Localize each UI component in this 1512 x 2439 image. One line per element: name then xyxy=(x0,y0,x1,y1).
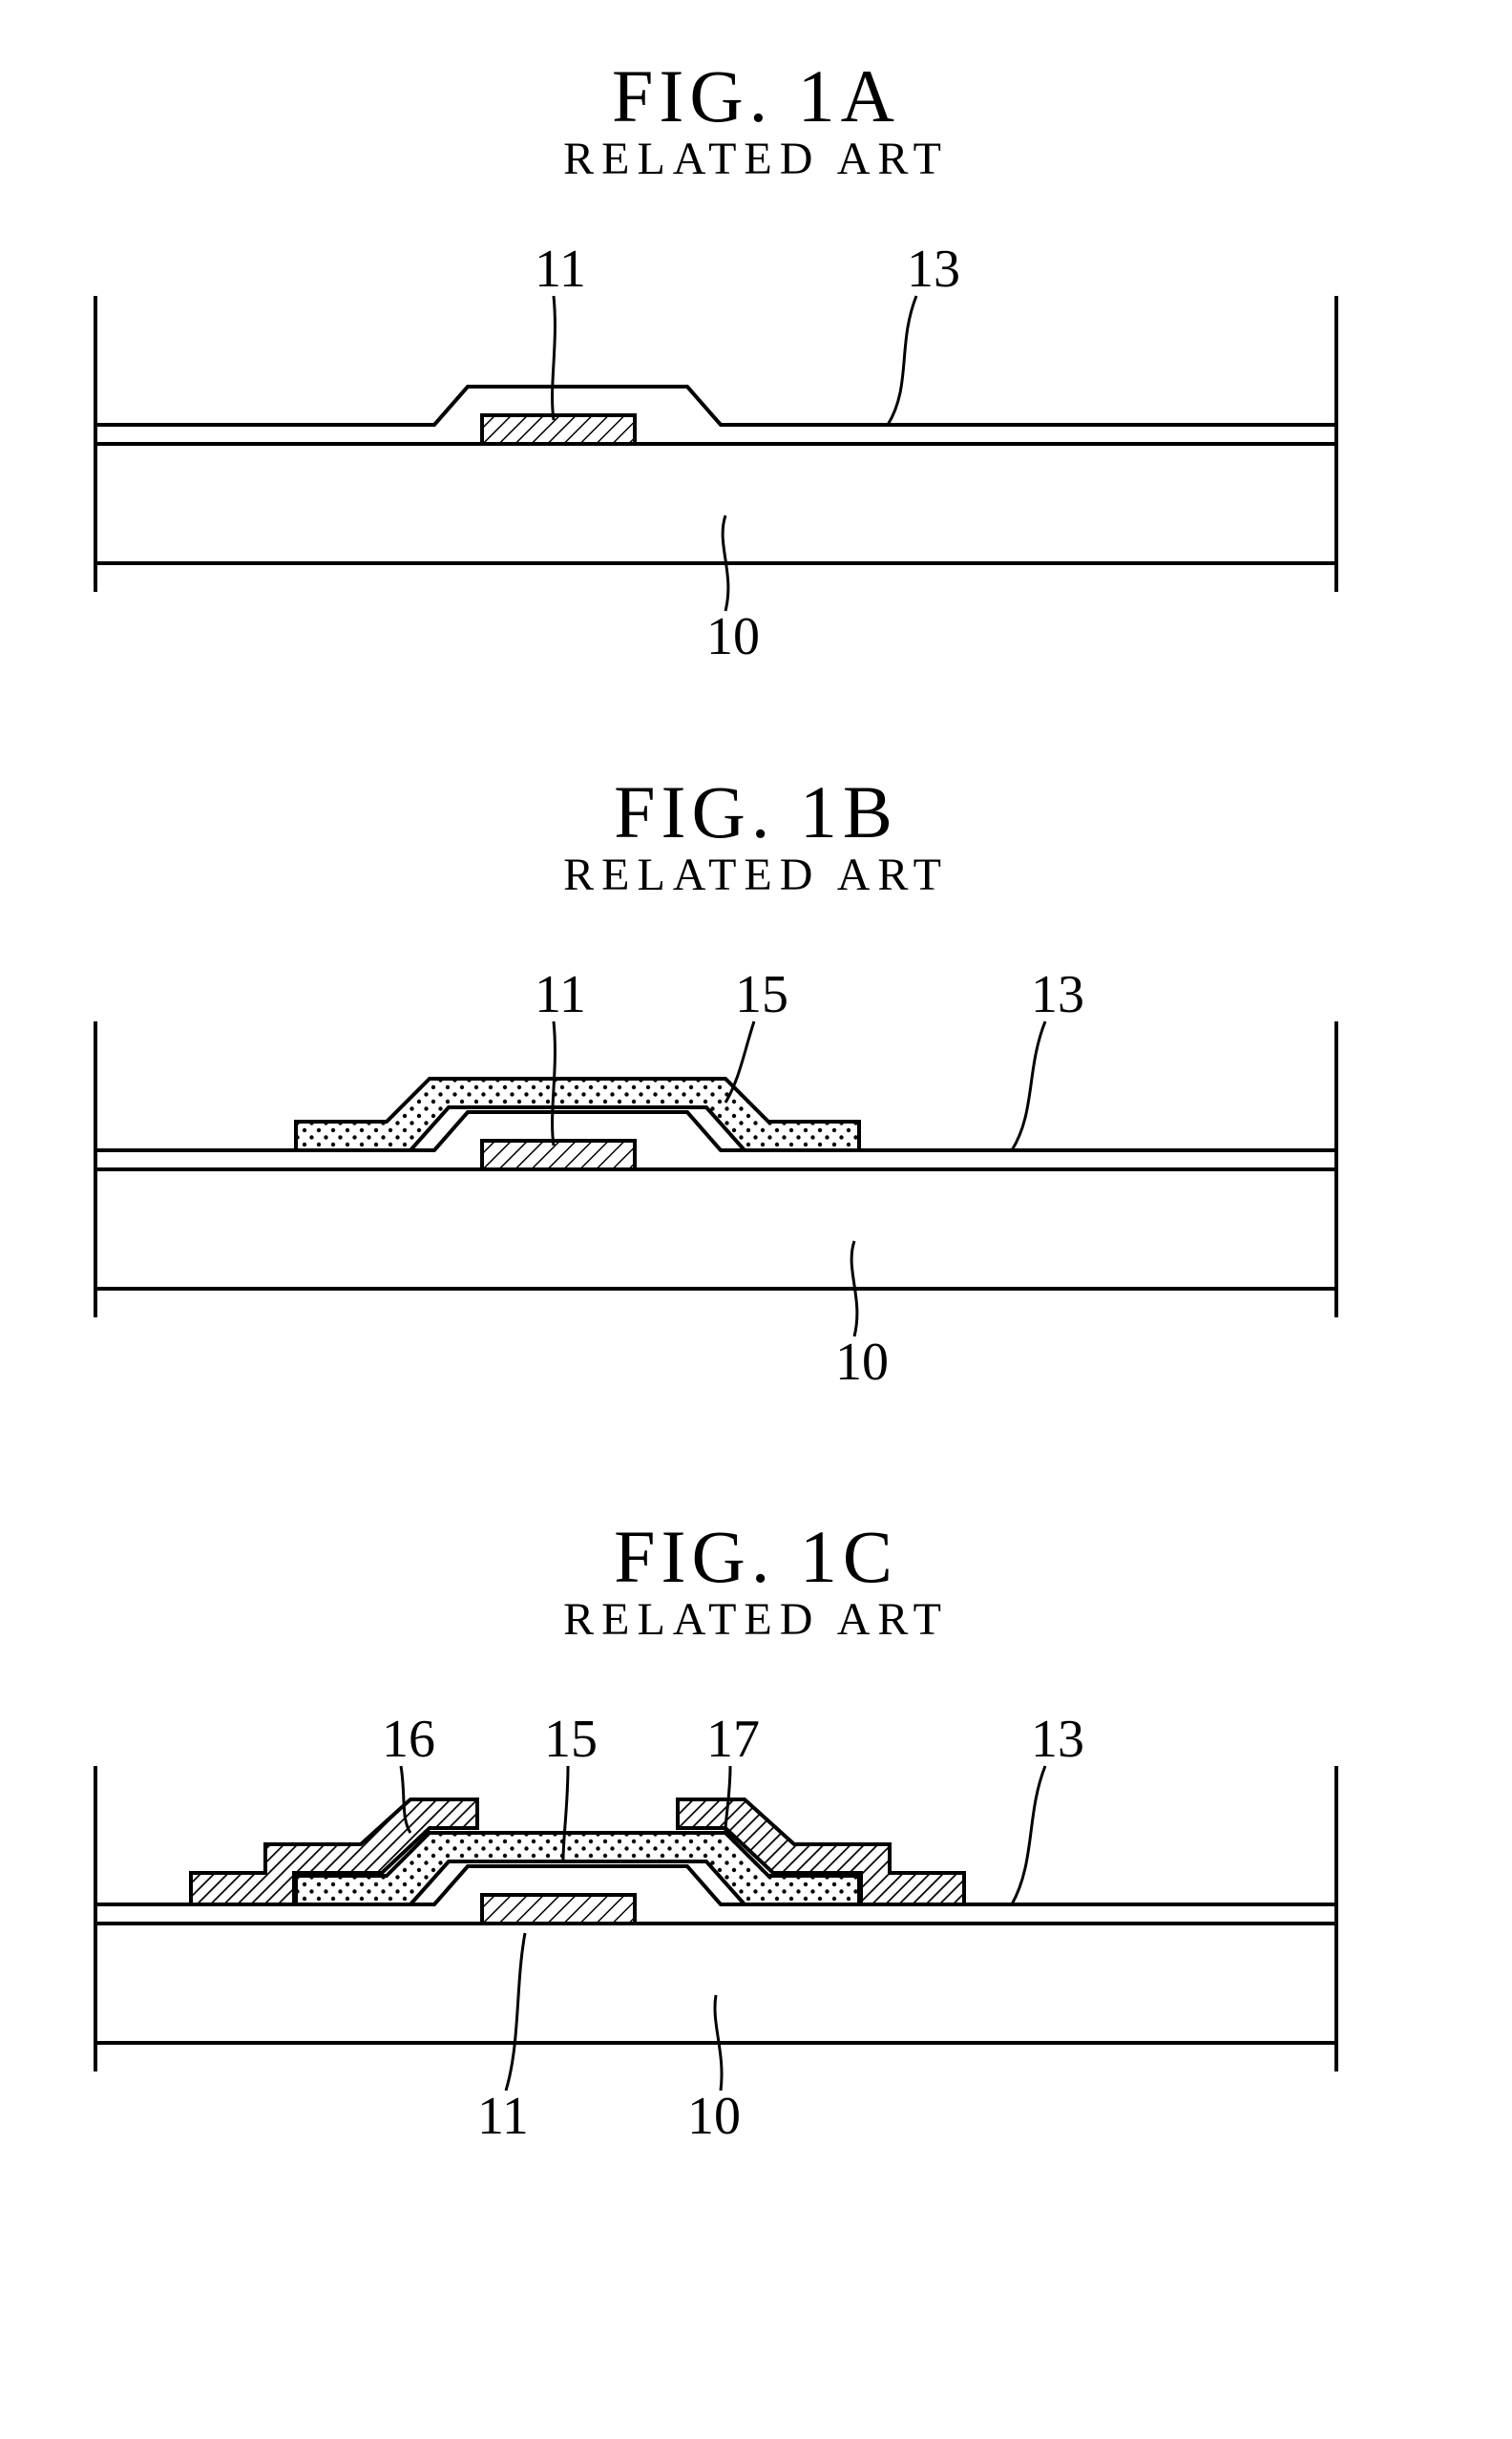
page: FIG. 1A RELATED ART FIG. 1B RELATED ART … xyxy=(0,0,1512,2439)
fig1b-labels: 11 15 13 10 xyxy=(535,965,1084,1392)
fig1c-labels: 16 15 17 13 11 10 xyxy=(382,1710,1084,2146)
fig1a-labels: 11 13 10 xyxy=(535,240,960,666)
fig1b-title: FIG. 1B RELATED ART xyxy=(0,773,1512,899)
label-17: 17 xyxy=(706,1710,760,1769)
label-13: 13 xyxy=(1031,1710,1084,1769)
label-15: 15 xyxy=(735,965,788,1024)
label-15: 15 xyxy=(544,1710,598,1769)
label-11: 11 xyxy=(535,965,586,1024)
fig1c-diagram: 16 15 17 13 11 10 xyxy=(0,1709,1512,2186)
label-11: 11 xyxy=(477,2087,529,2146)
fig1b-diagram: 11 15 13 10 xyxy=(0,955,1512,1413)
fig1b-title-sub: RELATED ART xyxy=(0,852,1512,899)
label-11: 11 xyxy=(535,240,586,299)
label-13: 13 xyxy=(907,240,960,299)
fig1c-title-sub: RELATED ART xyxy=(0,1596,1512,1644)
label-10: 10 xyxy=(687,2087,741,2146)
label-13: 13 xyxy=(1031,965,1084,1024)
fig1a-title-main: FIG. 1A xyxy=(0,57,1512,136)
fig1a-title-sub: RELATED ART xyxy=(0,136,1512,183)
fig1a-diagram: 11 13 10 xyxy=(0,229,1512,687)
fig1c-title-main: FIG. 1C xyxy=(0,1518,1512,1596)
fig1c-title: FIG. 1C RELATED ART xyxy=(0,1518,1512,1644)
label-10: 10 xyxy=(835,1333,889,1392)
label-16: 16 xyxy=(382,1710,435,1769)
fig1b-title-main: FIG. 1B xyxy=(0,773,1512,852)
fig1a-title: FIG. 1A RELATED ART xyxy=(0,57,1512,183)
label-10: 10 xyxy=(706,607,760,666)
